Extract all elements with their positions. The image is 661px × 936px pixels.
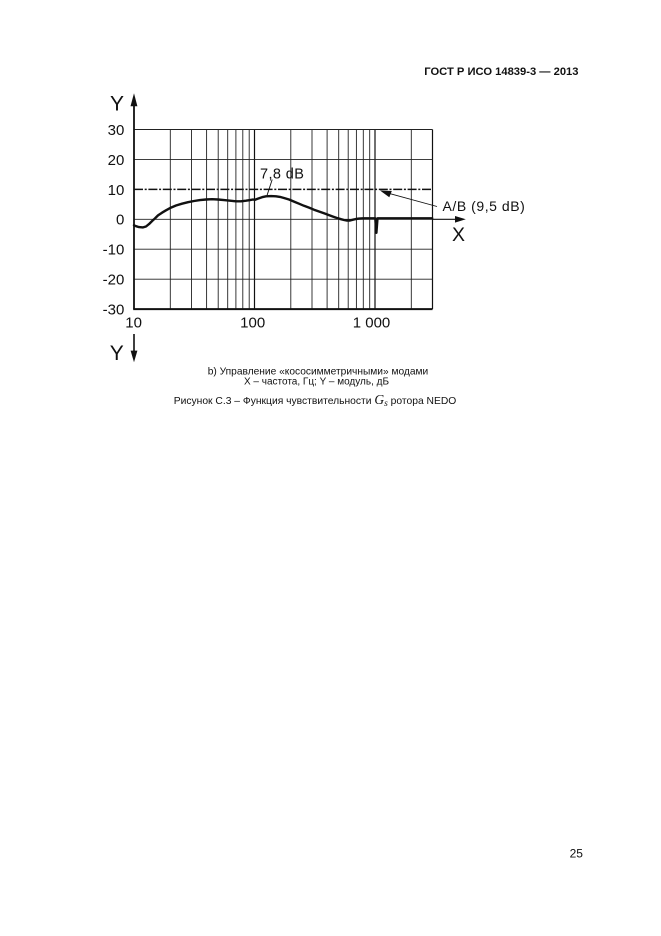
svg-text:X: X [452,224,465,246]
svg-text:10: 10 [108,182,125,199]
svg-text:A/B (9,5 dB): A/B (9,5 dB) [443,198,526,214]
svg-text:b) Управление «кососимметричны: b) Управление «кососимметричными» модами [208,366,428,377]
svg-text:ГОСТ Р ИСО 14839-3 — 2013: ГОСТ Р ИСО 14839-3 — 2013 [424,66,578,78]
svg-text:1 000: 1 000 [353,315,391,332]
svg-text:Y: Y [110,92,124,115]
svg-text:-30: -30 [103,302,125,319]
svg-text:20: 20 [108,152,125,169]
svg-text:25: 25 [570,846,584,860]
svg-text:100: 100 [240,315,265,332]
svg-text:10: 10 [125,315,142,332]
svg-text:X – частота, Гц; Y – модуль, д: X – частота, Гц; Y – модуль, дБ [244,376,390,387]
svg-text:-20: -20 [103,272,125,289]
svg-text:0: 0 [116,212,124,229]
svg-text:30: 30 [108,122,125,139]
svg-text:7,8 dB: 7,8 dB [260,167,304,183]
svg-text:Y: Y [110,342,124,365]
svg-text:-10: -10 [103,242,125,259]
